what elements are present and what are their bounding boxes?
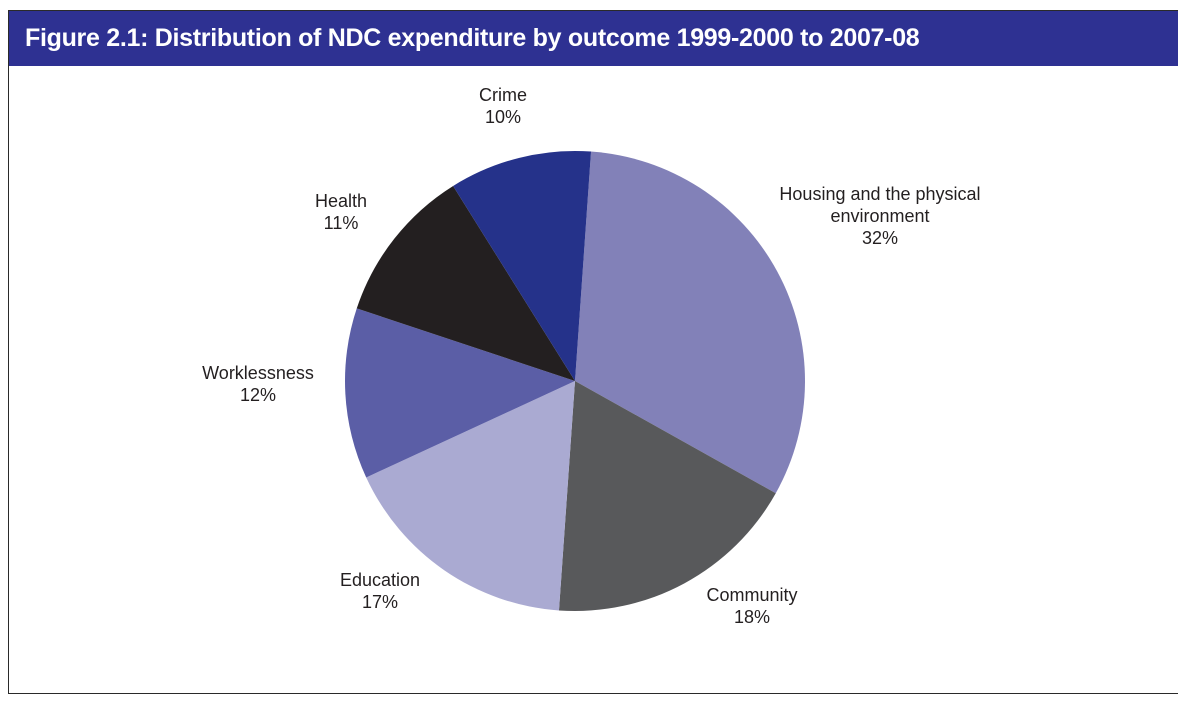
slice-value-label: 32% bbox=[862, 228, 898, 248]
pie-labels: Housing and the physical environment 32% Co… bbox=[202, 85, 980, 627]
slice-name-label: Worklessness bbox=[202, 363, 314, 383]
pie-slice-community bbox=[558, 381, 776, 611]
slice-label-education: Education 17% bbox=[340, 570, 420, 612]
slice-label-housing-and-the-physical-environment: Housing and the physical environment 32% bbox=[779, 184, 980, 248]
slice-name-label: Community bbox=[706, 585, 797, 605]
pie-slice-crime bbox=[453, 151, 592, 381]
slice-label-health: Health 11% bbox=[315, 191, 367, 233]
slice-value-label: 10% bbox=[485, 107, 521, 127]
slice-value-label: 18% bbox=[734, 607, 770, 627]
title-bar: Figure 2.1: Distribution of NDC expendit… bbox=[9, 11, 1178, 66]
slice-name-label: environment bbox=[830, 206, 929, 226]
slice-label-crime: Crime 10% bbox=[479, 85, 527, 127]
slice-label-community: Community 18% bbox=[706, 585, 797, 627]
slice-value-label: 11% bbox=[324, 213, 359, 233]
slice-name-label: Education bbox=[340, 570, 420, 590]
slice-value-label: 12% bbox=[240, 385, 276, 405]
pie-slices bbox=[345, 151, 805, 611]
pie-slice-health bbox=[356, 185, 575, 381]
pie-slice-worklessness bbox=[345, 308, 575, 478]
slice-name-label: Housing and the physical bbox=[779, 184, 980, 204]
slice-name-label: Health bbox=[315, 191, 367, 211]
pie-slice-education bbox=[366, 381, 575, 611]
slice-label-worklessness: Worklessness 12% bbox=[202, 363, 314, 405]
chart-title: Figure 2.1: Distribution of NDC expendit… bbox=[25, 24, 920, 52]
slice-value-label: 17% bbox=[362, 592, 398, 612]
pie-slice-housing-and-the-physical-environment bbox=[575, 151, 805, 494]
slice-name-label: Crime bbox=[479, 85, 527, 105]
